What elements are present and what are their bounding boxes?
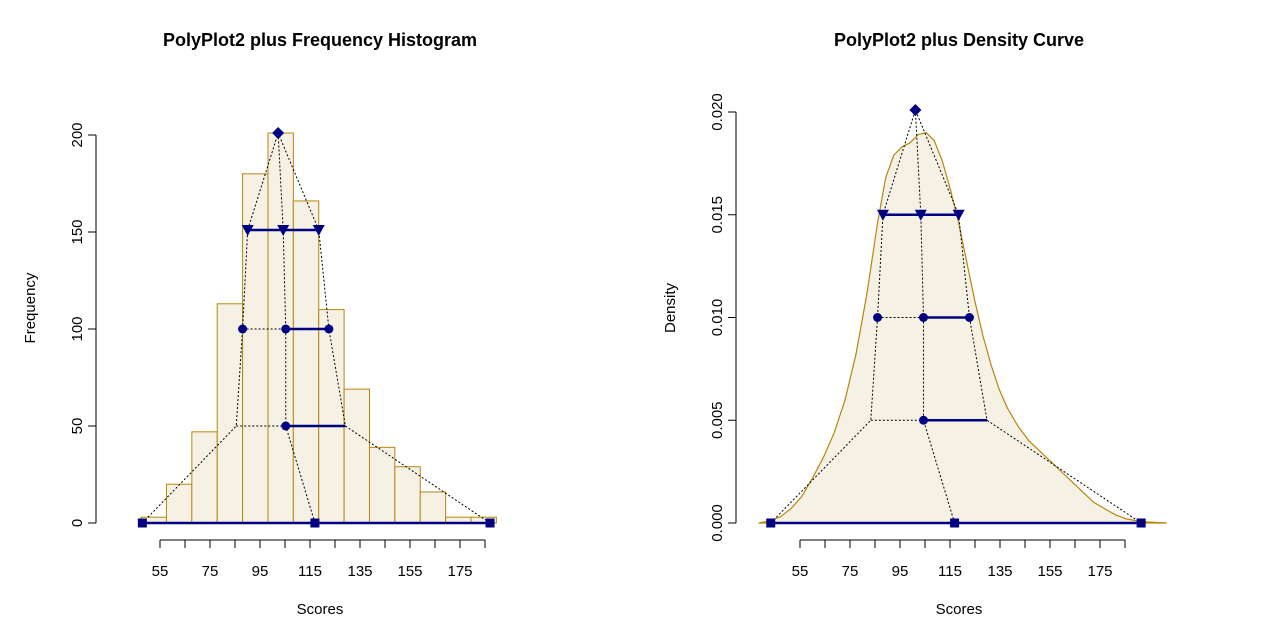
histogram-x-tick-label: 55	[152, 563, 169, 580]
density-y-tick-label: 0.000	[709, 504, 726, 542]
histogram-peak-diamond-marker	[272, 127, 285, 140]
histogram-square-marker	[485, 518, 495, 528]
density-area	[758, 131, 1167, 524]
histogram-x-tick-label: 155	[397, 563, 422, 580]
density-x-tick-label: 55	[792, 563, 809, 580]
density-y-tick-label: 0.005	[709, 401, 726, 439]
density-curve	[758, 131, 1167, 524]
density-x-axis-label: Scores	[936, 601, 983, 618]
histogram-x-tick-label: 135	[347, 563, 372, 580]
histogram-bar	[216, 303, 244, 524]
histogram-y-tick-label: 0	[69, 519, 86, 527]
histogram-triangle-marker	[277, 225, 290, 237]
density-peak-diamond-marker	[909, 103, 922, 116]
density-square-marker	[766, 518, 776, 528]
histogram-y-tick-label: 100	[69, 316, 86, 341]
histogram-x-tick-label: 175	[447, 563, 472, 580]
density-x-tick-label: 115	[938, 563, 962, 580]
density-circle-marker	[919, 313, 929, 322]
histogram-bar	[368, 446, 396, 524]
density-x-axis: 55 75 95 115 135 155 175	[792, 539, 1126, 580]
density-x-tick-label: 135	[987, 563, 1012, 580]
histogram-bar	[318, 309, 345, 524]
density-y-axis-label: Density	[662, 282, 679, 333]
histogram-bar	[191, 431, 218, 524]
histogram-square-marker	[310, 518, 320, 528]
density-x-tick-label: 95	[892, 563, 909, 580]
histogram-x-tick-label: 115	[298, 563, 322, 580]
histogram-y-tick-label: 150	[69, 219, 86, 244]
histogram-x-axis: 55 75 95 115 135 155 175	[152, 539, 486, 580]
histogram-bar	[419, 491, 447, 524]
histogram-title: PolyPlot2 plus Frequency Histogram	[163, 30, 477, 50]
density-polyplot	[766, 103, 1146, 528]
histogram-y-axis-label: Frequency	[22, 272, 39, 343]
density-x-tick-label: 75	[842, 563, 859, 580]
density-title: PolyPlot2 plus Density Curve	[834, 30, 1084, 50]
density-circle-marker	[919, 415, 929, 425]
histogram-square-marker	[137, 518, 147, 528]
density-envelope	[770, 108, 1142, 524]
density-y-axis: 0.000 0.005 0.010 0.015 0.020	[709, 93, 737, 542]
histogram-y-tick-label: 50	[69, 418, 86, 435]
density-triangle-marker	[876, 209, 889, 221]
histogram-bar	[343, 388, 370, 524]
density-square-marker	[1136, 518, 1146, 528]
density-square-marker	[950, 518, 960, 528]
histogram-polyplot	[137, 127, 495, 528]
histogram-bar	[292, 200, 320, 524]
histogram-x-tick-label: 95	[252, 563, 269, 580]
histogram-y-axis: 0 50 100 150 200	[69, 122, 97, 527]
density-circle-marker	[873, 313, 883, 322]
histogram-circle-marker	[281, 421, 291, 431]
histogram-circle-marker	[324, 324, 334, 334]
histogram-x-tick-label: 75	[202, 563, 219, 580]
histogram-triangle-marker	[312, 225, 325, 237]
histogram-y-tick-label: 200	[69, 122, 86, 147]
histogram-bar	[394, 466, 421, 524]
density-y-tick-label: 0.015	[709, 196, 726, 234]
density-y-tick-label: 0.010	[709, 299, 726, 337]
density-triangle-marker	[952, 209, 965, 221]
histogram-center-spine	[277, 133, 316, 524]
histogram-circle-marker	[281, 324, 291, 334]
density-y-tick-label: 0.020	[709, 93, 726, 131]
density-x-tick-label: 155	[1037, 563, 1062, 580]
frequency-histogram-panel: PolyPlot2 plus Frequency Histogram Score…	[22, 30, 497, 618]
density-circle-marker	[964, 313, 974, 322]
density-x-tick-label: 175	[1087, 563, 1112, 580]
density-curve-panel: PolyPlot2 plus Density Curve Scores Dens…	[662, 30, 1167, 618]
histogram-x-axis-label: Scores	[297, 601, 344, 618]
histogram-circle-marker	[238, 324, 248, 334]
histogram-bar	[165, 483, 193, 524]
histogram-triangle-marker	[241, 225, 254, 237]
density-triangle-marker	[914, 209, 927, 221]
